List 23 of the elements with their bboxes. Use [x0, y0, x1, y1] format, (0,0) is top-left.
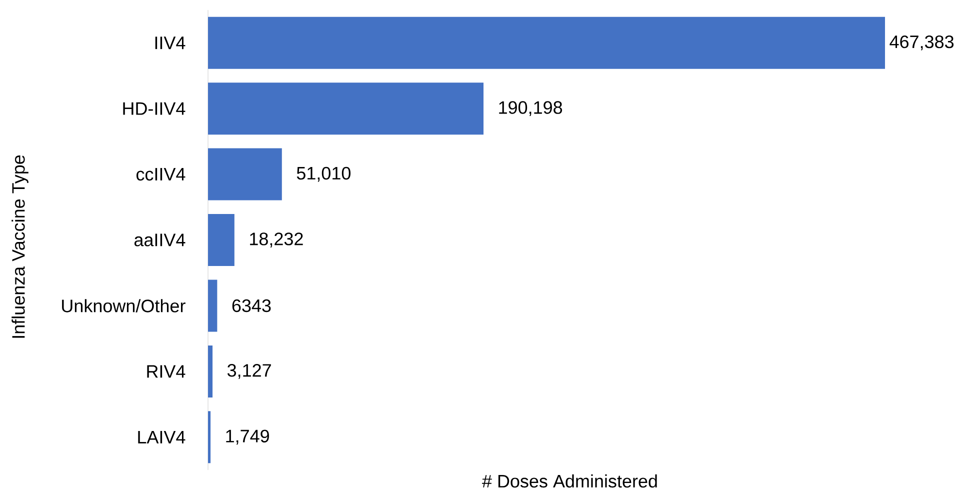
bar: [208, 82, 484, 135]
data-label: 190,198: [499, 101, 562, 116]
bar: [208, 280, 218, 332]
y-tick-label: RIV4: [147, 365, 186, 378]
data-label: 3,127: [227, 364, 271, 379]
data-label: 6343: [232, 299, 271, 312]
x-axis-title: # Doses Administered: [482, 474, 657, 488]
bar: [208, 411, 211, 464]
bar: [208, 214, 234, 266]
data-label: 51,010: [296, 166, 350, 182]
bar: [208, 148, 282, 200]
bar: [208, 345, 213, 398]
data-label: 467,383: [890, 35, 954, 50]
y-tick-label: LAIV4: [138, 430, 186, 444]
data-label: 18,232: [250, 232, 303, 248]
y-tick-label: IIV4: [155, 36, 186, 50]
y-tick-label: aaIIV4: [134, 234, 186, 246]
data-label: 1,749: [226, 430, 269, 445]
y-tick-label: ccIIV4: [136, 168, 186, 181]
y-tick-label: Unknown/Other: [62, 299, 186, 312]
bar: [208, 16, 886, 69]
y-tick-label: HD-IIV4: [123, 102, 186, 115]
y-axis-title: Influenza Vaccine Type: [12, 155, 28, 338]
